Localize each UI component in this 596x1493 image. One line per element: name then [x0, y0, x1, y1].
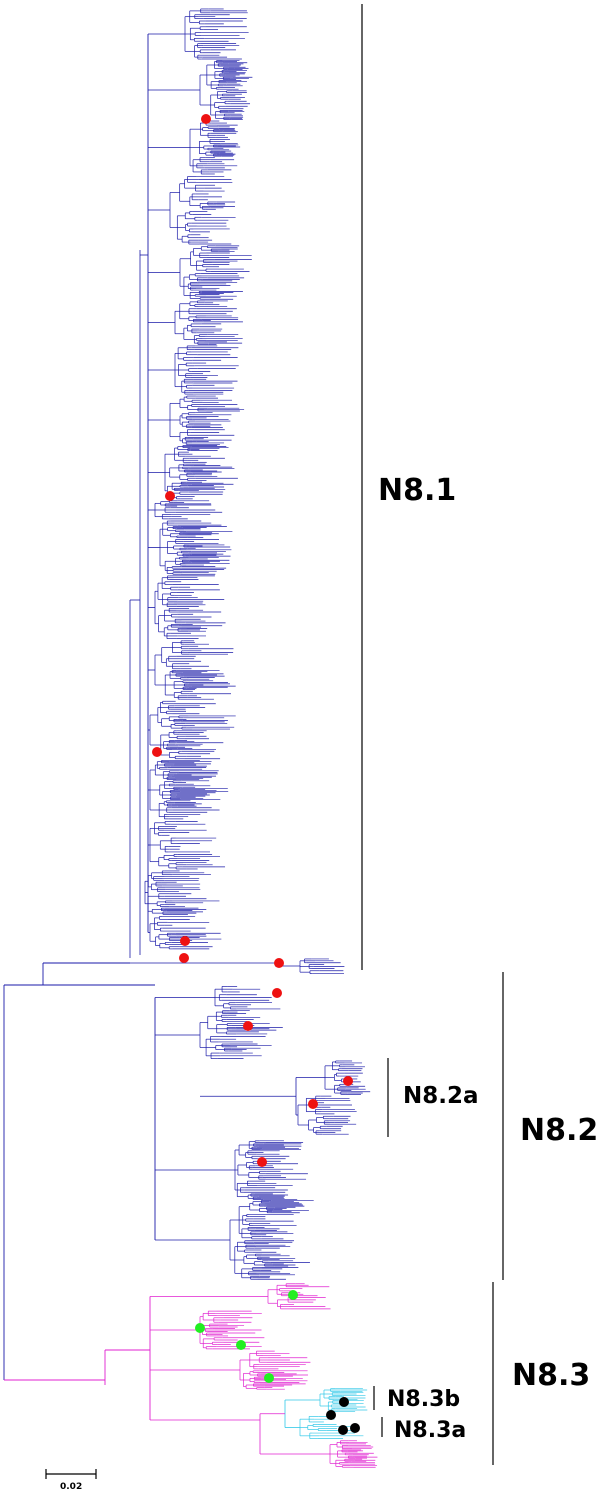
clade-label-n8-3b: N8.3b	[387, 1387, 460, 1412]
node-markers	[152, 114, 360, 1435]
red-node-marker-8	[343, 1076, 353, 1086]
black-node-marker-16	[326, 1410, 336, 1420]
green-node-marker-12	[195, 1323, 205, 1333]
red-node-marker-1	[165, 491, 175, 501]
green-node-marker-11	[288, 1290, 298, 1300]
red-node-marker-9	[308, 1099, 318, 1109]
red-node-marker-4	[179, 953, 189, 963]
green-node-marker-13	[236, 1340, 246, 1350]
scale-bar: 0.02	[45, 1469, 97, 1492]
tree-branches	[3, 8, 378, 1468]
clade-label-n8-2a: N8.2a	[403, 1083, 479, 1109]
clade-label-n8-3: N8.3	[512, 1358, 590, 1393]
clade-label-n8-3a: N8.3a	[394, 1418, 466, 1443]
red-node-marker-7	[243, 1021, 253, 1031]
red-node-marker-3	[180, 936, 190, 946]
red-node-marker-2	[152, 747, 162, 757]
clade-label-n8-2: N8.2	[520, 1113, 596, 1148]
black-node-marker-17	[338, 1425, 348, 1435]
red-node-marker-5	[274, 958, 284, 968]
scale-bar-label: 0.02	[60, 1482, 82, 1492]
black-node-marker-18	[350, 1423, 360, 1433]
red-node-marker-0	[201, 114, 211, 124]
green-node-marker-14	[264, 1373, 274, 1383]
red-node-marker-6	[272, 988, 282, 998]
clade-label-n8-1: N8.1	[378, 473, 456, 508]
black-node-marker-15	[339, 1397, 349, 1407]
red-node-marker-10	[257, 1157, 267, 1167]
